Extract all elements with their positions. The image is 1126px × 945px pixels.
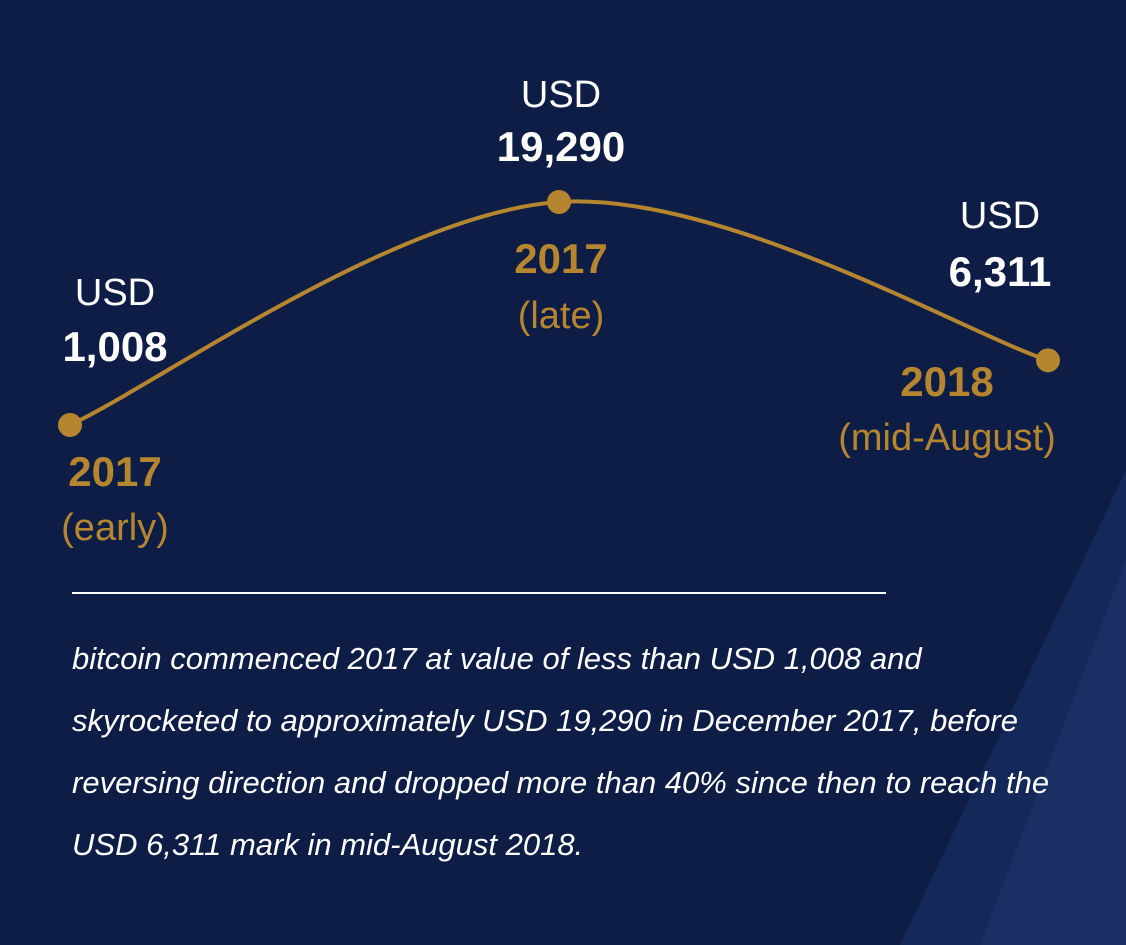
value-unit: USD <box>960 195 1040 237</box>
value-unit: USD <box>521 74 601 116</box>
caption: bitcoin commenced 2017 at value of less … <box>72 641 1050 862</box>
category-label: 2017 <box>68 448 161 495</box>
background-shape <box>980 560 1126 945</box>
value-label: 1,008 <box>62 323 167 370</box>
category-note: (late) <box>518 295 605 337</box>
category-note: (early) <box>61 507 169 549</box>
point <box>1036 348 1060 373</box>
category-label: 2018 <box>900 358 993 405</box>
value-label: 19,290 <box>497 123 625 170</box>
value-unit: USD <box>75 272 155 314</box>
point <box>547 190 571 214</box>
category-note: (mid-August) <box>838 417 1056 459</box>
value-label: 6,311 <box>949 248 1052 295</box>
category-label: 2017 <box>514 235 607 282</box>
point <box>58 413 82 437</box>
